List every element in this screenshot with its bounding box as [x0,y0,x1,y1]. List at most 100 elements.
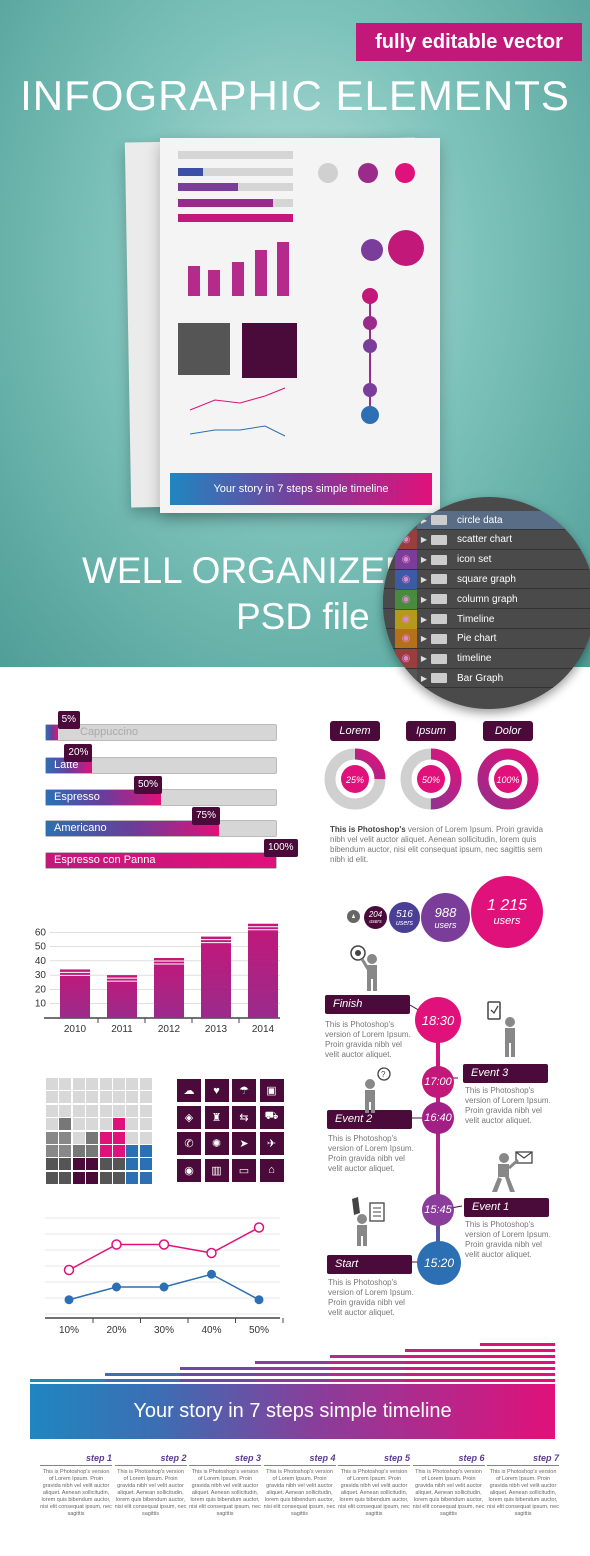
grid-square [72,1078,85,1090]
progress-bar: Cappuccino 5% [45,711,277,741]
tl-desc-finish: This is Photoshop's version of Lorem Ips… [325,1020,411,1059]
donut-center [494,765,522,793]
story-step: step 7 This is Photoshop's version of Lor… [487,1453,559,1518]
visibility-eye-icon[interactable]: ◉ [395,609,417,629]
layer-row[interactable]: ◉ ▶ Timeline [383,609,590,629]
grid-square [72,1091,85,1104]
series-point [63,1264,75,1276]
step-title: step 5 [338,1453,410,1466]
step-desc: This is Photoshop's version of Lorem Ips… [189,1469,261,1517]
folder-icon [431,614,447,624]
layer-row[interactable]: ◉ ▶ scatter chart [383,530,590,550]
y-tick: 10 [35,999,47,1010]
grid-square [139,1171,152,1184]
eye-icon: ◉ [177,1158,201,1182]
stair-line [105,1379,180,1382]
layer-row[interactable]: ◉ ▶ square graph [383,569,590,590]
plane-icon: ✈ [259,1132,284,1155]
layer-name: circle data [457,514,503,526]
expand-arrow-icon[interactable]: ▶ [420,555,428,565]
stair-line [405,1349,480,1352]
step-title: step 1 [40,1453,112,1466]
grid-square [59,1118,72,1131]
layer-name: scatter chart [457,534,513,546]
stair-line [180,1373,255,1376]
layer-row[interactable]: ◉ ▶ timeline [383,649,590,669]
stair-line [330,1355,405,1358]
grid-square [99,1118,112,1131]
donut-value: 25% [345,775,364,785]
bar [248,923,278,1018]
grid-square [72,1104,85,1117]
x-tick: 50% [249,1325,269,1336]
step-desc: This is Photoshop's version of Lorem Ips… [40,1469,112,1517]
tl-tag-event3: Event 3 [463,1064,548,1083]
stair-line [480,1373,555,1376]
layer-name: column graph [457,593,518,605]
progress-fill [46,853,276,868]
layer-row[interactable]: ◉ ▶ Pie chart [383,629,590,649]
layers-panel: ▶ circle data ◉ ▶ scatter chart ◉ ▶ icon set ◉ ▶ s… [383,497,590,709]
grid-square [139,1118,152,1131]
person-writing-icon [352,1197,385,1246]
y-tick: 40 [35,956,47,967]
donut-value: 50% [422,775,440,785]
mini-timeline-bar: Your story in 7 steps simple timeline [170,473,432,505]
grid-square [72,1131,85,1144]
expand-arrow-icon[interactable]: ▶ [420,574,428,584]
series-point [158,1239,170,1250]
series-point [254,1295,264,1305]
series-point [207,1269,216,1279]
expand-arrow-icon[interactable]: ▶ [420,614,428,624]
visibility-eye-icon[interactable]: ◉ [395,530,417,550]
grid-square [126,1158,139,1171]
story-title-bar: Your story in 7 steps simple timeline [30,1384,555,1439]
layer-row[interactable]: ▶ Bar Graph [383,668,590,689]
visibility-eye-icon[interactable]: ◉ [395,629,417,649]
visibility-eye-icon[interactable] [395,510,417,530]
visibility-eye-icon[interactable]: ◉ [395,649,417,669]
grid-square [86,1104,99,1117]
visibility-eye-icon[interactable]: ◉ [395,589,417,609]
psd-file-text: PSD file [236,596,370,637]
cart-icon: ⛟ [259,1105,284,1129]
visibility-eye-icon[interactable] [395,668,417,688]
grid-square [72,1118,85,1131]
progress-bar: Americano 75% [45,807,277,837]
layer-row[interactable]: ◉ ▶ icon set [383,550,590,570]
visibility-eye-icon[interactable]: ◉ [395,550,417,570]
signpost-icon: ⇆ [232,1105,256,1129]
visibility-eye-icon[interactable]: ◉ [395,569,417,589]
expand-arrow-icon[interactable]: ▶ [420,515,428,525]
series-point [159,1282,169,1292]
progress-fill [46,821,219,836]
grid-square [46,1131,58,1144]
folder-icon [431,594,447,605]
step-title: step 6 [412,1453,485,1466]
layer-row[interactable]: ▶ circle data [383,510,590,530]
layer-row[interactable]: ◉ ▶ column graph [383,589,590,610]
donut-value: 100% [496,775,519,785]
briefcase-icon: ▣ [259,1079,284,1102]
expand-arrow-icon[interactable]: ▶ [420,673,428,683]
step-title: step 2 [114,1453,187,1466]
stair-line [405,1355,480,1358]
donut-arc [400,748,462,810]
grid-square [72,1145,85,1157]
expand-arrow-icon[interactable]: ▶ [420,594,428,604]
tl-desc-event1: This is Photoshop's version of Lorem Ips… [465,1220,551,1259]
grid-square [113,1145,125,1157]
layer-name: square graph [457,573,516,585]
x-tick: 2014 [252,1024,275,1035]
story-step: step 3 This is Photoshop's version of Lor… [189,1453,261,1518]
stair-line [480,1367,555,1370]
expand-arrow-icon[interactable]: ▶ [420,535,428,545]
tl-circle-event2: 16:40 [422,1102,454,1134]
progress-tag: 5% [57,711,81,729]
grid-square [86,1145,99,1157]
stair-line [405,1373,480,1376]
expand-arrow-icon[interactable]: ▶ [420,654,428,664]
grid-square [46,1078,58,1090]
users-bubble-1: 204 users [364,906,387,929]
expand-arrow-icon[interactable]: ▶ [420,634,428,644]
